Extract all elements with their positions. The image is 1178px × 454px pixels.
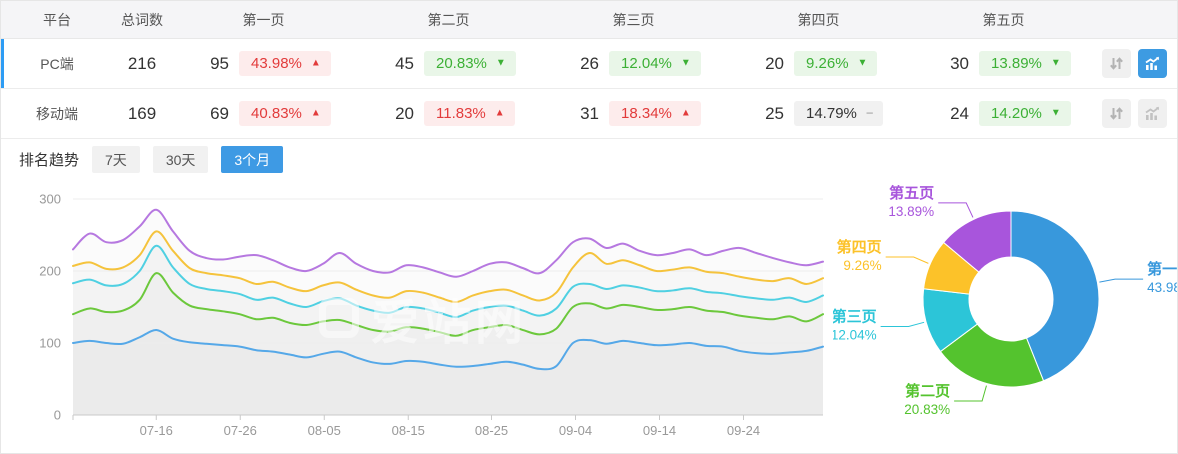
page-distribution-donut-chart: 第一页 43.98% 第二页 20.83% 第三页 12.04% 第四页 9.26% 第五页 13… bbox=[833, 184, 1177, 417]
page4-count: 20 bbox=[765, 53, 784, 73]
sort-button[interactable] bbox=[1102, 49, 1131, 78]
trend-down-icon: ▼ bbox=[1050, 57, 1061, 68]
page5-percent-badge: 13.89% ▼ bbox=[979, 51, 1071, 76]
tab-30days[interactable]: 30天 bbox=[152, 146, 209, 173]
svg-text:08-05: 08-05 bbox=[308, 423, 341, 438]
header-total: 总词数 bbox=[121, 11, 163, 28]
trend-down-icon: ▼ bbox=[680, 57, 691, 68]
trend-down-icon: ▼ bbox=[1050, 107, 1061, 118]
svg-text:07-26: 07-26 bbox=[224, 423, 257, 438]
table-row-mobile[interactable]: 移动端 169 69 40.83% ▲ 20 11.83% ▲ 31 18.34% ▲… bbox=[1, 89, 1177, 139]
chart-button-active[interactable] bbox=[1138, 49, 1167, 78]
page3-count: 26 bbox=[580, 53, 599, 73]
svg-text:13.89%: 13.89% bbox=[888, 204, 934, 219]
trend-up-icon: ▲ bbox=[494, 107, 505, 118]
trend-up-icon: ▲ bbox=[310, 107, 321, 118]
sort-arrows-icon bbox=[1110, 57, 1123, 70]
page2-percent-badge: 11.83% ▲ bbox=[424, 101, 515, 126]
rank-trend-line-chart: 0 100 200 300 07-16 07-26 08-05 08-15 08-25 09-04… bbox=[39, 192, 824, 438]
tab-7days[interactable]: 7天 bbox=[92, 146, 140, 173]
header-page-3: 第三页 bbox=[612, 11, 655, 28]
header-page-4: 第四页 bbox=[797, 11, 840, 28]
svg-text:43.98%: 43.98% bbox=[1147, 280, 1177, 295]
trend-down-icon: ▼ bbox=[857, 57, 868, 68]
total-words: 169 bbox=[127, 103, 157, 123]
svg-text:300: 300 bbox=[39, 192, 61, 207]
page4-percent-badge: 9.26% ▼ bbox=[794, 51, 878, 76]
svg-text:07-16: 07-16 bbox=[140, 423, 173, 438]
svg-text:09-04: 09-04 bbox=[559, 423, 592, 438]
tab-3months[interactable]: 3个月 bbox=[221, 146, 284, 173]
page1-count: 95 bbox=[210, 53, 229, 73]
page1-count: 69 bbox=[210, 103, 229, 123]
svg-text:第四页: 第四页 bbox=[837, 238, 882, 256]
svg-text:09-24: 09-24 bbox=[727, 423, 760, 438]
svg-text:200: 200 bbox=[39, 264, 61, 279]
page5-count: 30 bbox=[950, 53, 969, 73]
svg-text:09-14: 09-14 bbox=[643, 423, 676, 438]
page1-percent-badge: 40.83% ▲ bbox=[239, 101, 331, 126]
svg-text:9.26%: 9.26% bbox=[843, 258, 881, 273]
trend-up-icon: ▲ bbox=[680, 107, 691, 118]
header-page-5: 第五页 bbox=[982, 11, 1025, 28]
platform-label: 移动端 bbox=[36, 105, 78, 122]
table-row-pc[interactable]: PC端 216 95 43.98% ▲ 45 20.83% ▼ 26 12.04% ▼… bbox=[1, 39, 1177, 89]
charts-area: 0 100 200 300 07-16 07-26 08-05 08-15 08-25 09-04… bbox=[1, 180, 1177, 451]
page3-percent-badge: 12.04% ▼ bbox=[609, 51, 701, 76]
page2-count: 20 bbox=[395, 103, 414, 123]
page3-percent-badge: 18.34% ▲ bbox=[609, 101, 701, 126]
section-title: 排名趋势 bbox=[19, 152, 80, 169]
platform-label: PC端 bbox=[40, 55, 74, 72]
sort-button[interactable] bbox=[1102, 99, 1131, 128]
trend-flat-icon: − bbox=[865, 105, 874, 121]
svg-text:第一页: 第一页 bbox=[1147, 260, 1177, 278]
total-words: 216 bbox=[127, 53, 157, 73]
svg-text:0: 0 bbox=[54, 408, 61, 423]
header-page-2: 第二页 bbox=[427, 11, 470, 28]
trend-chart-icon bbox=[1145, 56, 1159, 70]
svg-text:12.04%: 12.04% bbox=[833, 327, 877, 342]
header-platform: 平台 bbox=[43, 11, 71, 28]
svg-text:100: 100 bbox=[39, 336, 61, 351]
svg-text:20.83%: 20.83% bbox=[904, 402, 950, 417]
page4-count: 25 bbox=[765, 103, 784, 123]
page5-count: 24 bbox=[950, 103, 969, 123]
trend-tabbar: 排名趋势 7天 30天 3个月 bbox=[1, 139, 1177, 180]
page1-percent-badge: 43.98% ▲ bbox=[239, 51, 331, 76]
page3-count: 31 bbox=[580, 103, 599, 123]
page2-percent-badge: 20.83% ▼ bbox=[424, 51, 516, 76]
sort-arrows-icon bbox=[1110, 107, 1123, 120]
svg-text:第三页: 第三页 bbox=[833, 307, 877, 325]
svg-text:第五页: 第五页 bbox=[889, 184, 934, 202]
trend-chart-icon bbox=[1145, 106, 1159, 120]
page4-percent-badge: 14.79% − bbox=[794, 101, 884, 126]
header-page-1: 第一页 bbox=[242, 11, 285, 28]
svg-text:第二页: 第二页 bbox=[905, 382, 950, 400]
svg-text:08-15: 08-15 bbox=[392, 423, 425, 438]
page5-percent-badge: 14.20% ▼ bbox=[979, 101, 1071, 126]
page2-count: 45 bbox=[395, 53, 414, 73]
trend-up-icon: ▲ bbox=[310, 57, 321, 68]
trend-down-icon: ▼ bbox=[495, 57, 506, 68]
table-header: 平台 总词数 第一页 第二页 第三页 第四页 第五页 bbox=[1, 1, 1177, 39]
chart-button[interactable] bbox=[1138, 99, 1167, 128]
svg-text:08-25: 08-25 bbox=[475, 423, 508, 438]
